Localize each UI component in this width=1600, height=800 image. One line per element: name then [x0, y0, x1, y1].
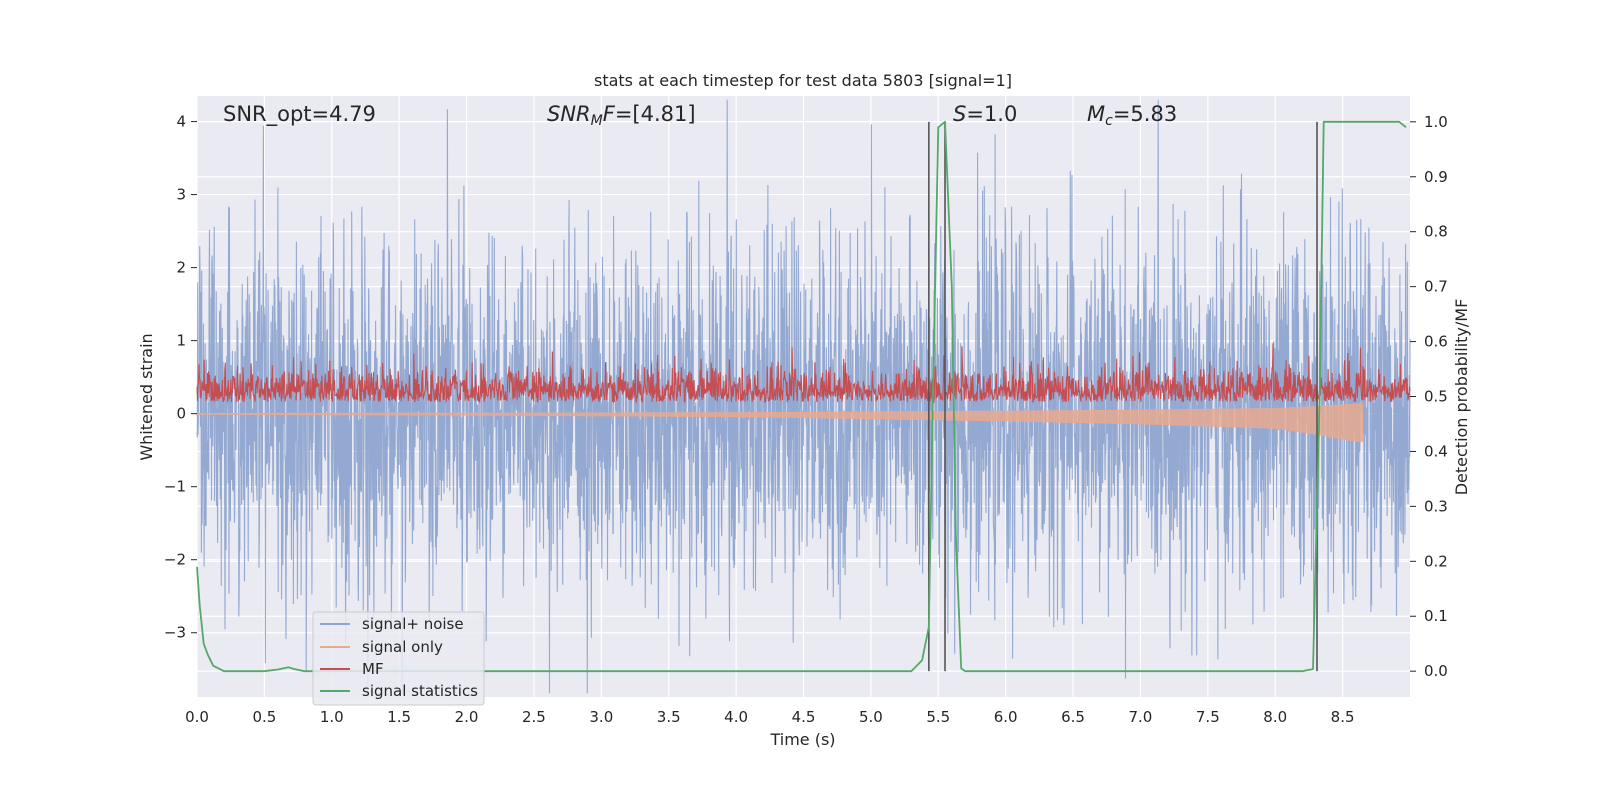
y-tick-label: −1 — [164, 478, 186, 496]
mf-line — [196, 343, 1411, 404]
annotation-snr-mf: SNRMF=[4.81] — [547, 102, 696, 129]
x-tick-label: 2.0 — [455, 708, 479, 726]
y-tick-label: 1 — [176, 332, 186, 350]
mc-value: =5.83 — [1113, 102, 1177, 126]
x-tick-label: 5.5 — [926, 708, 950, 726]
y2-tick-label: 0.9 — [1424, 168, 1448, 186]
y2-axis-label: Detection probability/MF — [1452, 299, 1471, 496]
y2-tick-label: 0.2 — [1424, 552, 1448, 570]
x-tick-label: 8.0 — [1263, 708, 1287, 726]
x-tick-labels: 0.0 0.5 1.0 1.5 2.0 2.5 3.0 3.5 4.0 4.5 5.0 5.5 6.0 6… — [185, 708, 1354, 726]
legend-label-signal-noise: signal+ noise — [362, 615, 464, 633]
s-symbol: S — [953, 102, 966, 126]
x-tick-label: 6.0 — [994, 708, 1018, 726]
x-tick-label: 4.0 — [724, 708, 748, 726]
y-tick-label: 3 — [176, 186, 186, 204]
y-axis-label: Whitened strain — [137, 333, 156, 460]
x-tick-label: 3.5 — [657, 708, 681, 726]
x-axis-label: Time (s) — [769, 730, 835, 749]
annotation-mc: Mc=5.83 — [1087, 102, 1177, 129]
y2-tick-label: 0.4 — [1424, 442, 1448, 460]
x-tick-label: 6.5 — [1061, 708, 1085, 726]
x-tick-label: 3.0 — [589, 708, 613, 726]
snr-mf-tail-f: F — [603, 102, 616, 126]
chart-title: stats at each timestep for test data 580… — [594, 71, 1012, 90]
mc-subscript: c — [1105, 113, 1113, 129]
series-signal-statistics — [196, 120, 1407, 673]
y2-tick-label: 0.3 — [1424, 497, 1448, 515]
x-tick-label: 2.5 — [522, 708, 546, 726]
annotation-s: S=1.0 — [953, 102, 1017, 126]
x-tick-label: 8.5 — [1331, 708, 1355, 726]
y2-tick-labels: 1.0 0.9 0.8 0.7 0.6 0.5 0.4 0.3 0.2 0.1 0.0 — [1410, 113, 1448, 680]
y2-tick-label: 0.6 — [1424, 333, 1448, 351]
y2-tick-label: 0.0 — [1424, 662, 1448, 680]
x-tick-label: 1.5 — [387, 708, 411, 726]
y2-tick-label: 0.7 — [1424, 278, 1448, 296]
x-tick-label: 0.0 — [185, 708, 209, 726]
y2-tick-label: 1.0 — [1424, 113, 1448, 131]
y-tick-labels: 4 3 2 1 0 −1 −2 −3 — [164, 113, 197, 642]
legend-label-mf: MF — [362, 660, 384, 678]
legend-label-signal-statistics: signal statistics — [362, 682, 478, 700]
legend-label-signal-only: signal only — [362, 638, 443, 656]
y-tick-label: 2 — [176, 259, 186, 277]
snr-mf-value: =[4.81] — [615, 102, 696, 126]
snr-mf-subscript: M — [591, 113, 603, 129]
legend: signal+ noise signal only MF signal stat… — [312, 611, 485, 706]
y-tick-label: −2 — [164, 551, 186, 569]
snr-mf-base: SNR — [547, 102, 591, 126]
series-signal-only — [196, 403, 1364, 442]
legend-box — [312, 611, 485, 706]
series-signal-noise — [196, 99, 1411, 694]
y-tick-label: 0 — [176, 405, 186, 423]
y-tick-label: −3 — [164, 624, 186, 642]
signal-statistics-line — [196, 120, 1407, 673]
x-tick-label: 7.0 — [1129, 708, 1153, 726]
signal-only-band — [196, 403, 1364, 442]
y2-tick-label: 0.8 — [1424, 223, 1448, 241]
annotation-snr-opt: SNR_opt=4.79 — [223, 102, 376, 127]
y2-tick-label: 0.1 — [1424, 607, 1448, 625]
y-tick-label: 4 — [176, 113, 186, 131]
x-tick-label: 4.5 — [792, 708, 816, 726]
x-tick-label: 7.5 — [1196, 708, 1220, 726]
x-tick-label: 1.0 — [320, 708, 344, 726]
x-tick-label: 5.0 — [859, 708, 883, 726]
mc-symbol: M — [1087, 102, 1105, 126]
series-mf — [196, 343, 1411, 404]
x-tick-label: 0.5 — [252, 708, 276, 726]
s-value: =1.0 — [966, 102, 1017, 126]
signal-noise-line — [196, 99, 1411, 694]
y2-tick-label: 0.5 — [1424, 388, 1448, 406]
